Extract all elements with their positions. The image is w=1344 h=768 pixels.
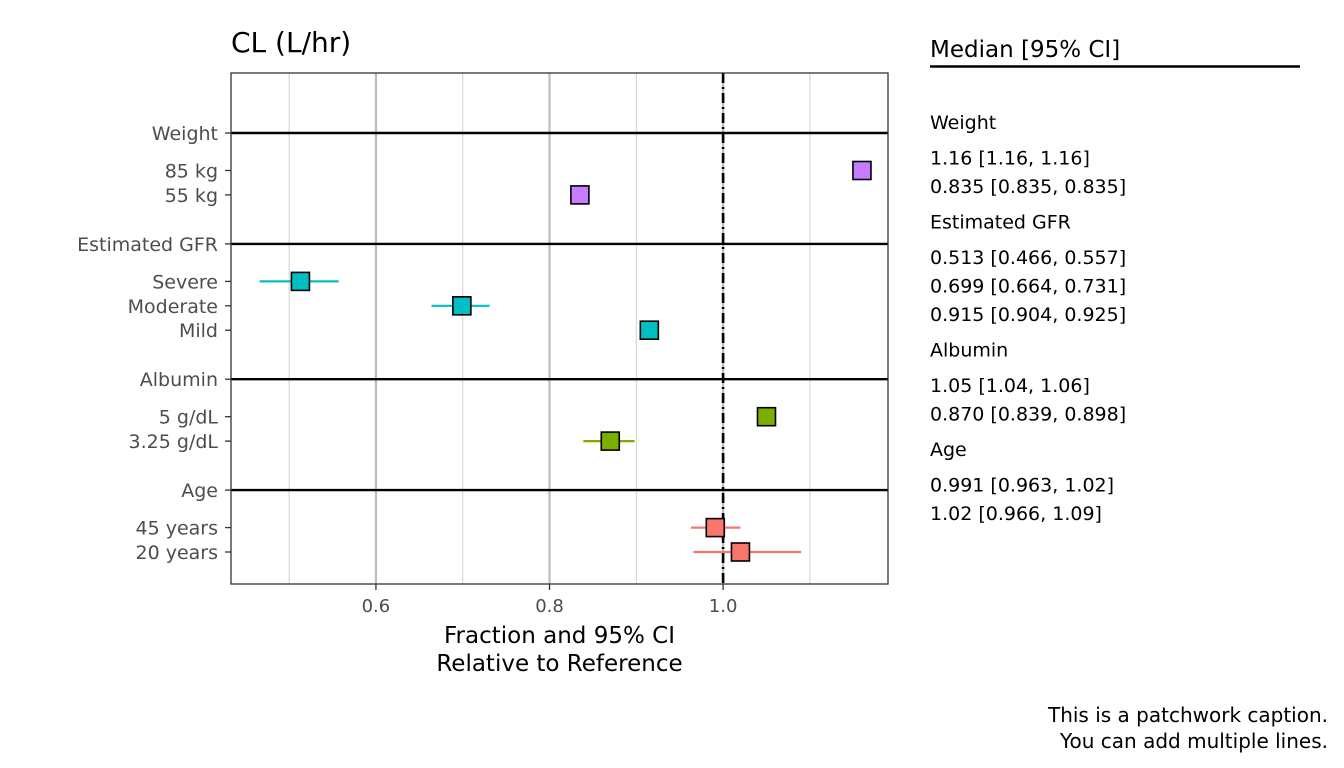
y-tick-label: Albumin xyxy=(140,369,218,391)
y-tick-label: Weight xyxy=(152,123,218,145)
point-marker xyxy=(570,185,590,205)
point-marker xyxy=(756,406,777,427)
chart-title: CL (L/hr) xyxy=(231,26,351,59)
x-axis-label: Fraction and 95% CI xyxy=(444,623,675,649)
table-value: 0.915 [0.904, 0.925] xyxy=(930,304,1126,326)
y-tick-label: 45 years xyxy=(135,518,218,540)
x-tick-label: 0.6 xyxy=(362,596,391,617)
point-marker xyxy=(452,295,472,316)
y-tick-label: Estimated GFR xyxy=(77,234,218,256)
group-separators xyxy=(231,131,888,492)
point-marker xyxy=(730,542,751,562)
table-group-label: Estimated GFR xyxy=(930,212,1071,234)
table-header: Median [95% CI] xyxy=(930,37,1120,63)
y-tick-label: 85 kg xyxy=(165,161,218,183)
median-ci-table: Weight 1.16 [1.16, 1.16] 0.835 [0.835, 0.8… xyxy=(930,112,1126,525)
plot-background xyxy=(231,73,888,584)
point-marker xyxy=(852,160,872,181)
x-tick-label: 0.8 xyxy=(535,596,564,617)
points xyxy=(290,160,872,562)
table-group-label: Weight xyxy=(930,112,996,134)
panel-border xyxy=(230,72,889,585)
plot-panel xyxy=(231,73,888,584)
x-axis: 0.6 0.8 1.0 xyxy=(362,584,738,617)
x-tick-label: 1.0 xyxy=(709,596,738,617)
y-tick-label: 5 g/dL xyxy=(159,407,219,429)
y-tick-label: 3.25 g/dL xyxy=(129,431,219,453)
table-value: 0.699 [0.664, 0.731] xyxy=(930,276,1126,298)
y-tick-label: Severe xyxy=(152,271,218,293)
point-marker xyxy=(705,517,726,538)
point-marker xyxy=(290,271,311,292)
point-marker xyxy=(600,431,621,451)
table-group-label: Albumin xyxy=(930,340,1008,362)
table-value: 0.870 [0.839, 0.898] xyxy=(930,404,1126,426)
table-group-label: Age xyxy=(930,439,967,461)
point-marker xyxy=(639,320,660,341)
x-axis-label-line2: Relative to Reference xyxy=(436,651,682,677)
y-tick-label: 55 kg xyxy=(165,185,218,207)
table-value: 1.16 [1.16, 1.16] xyxy=(930,148,1090,170)
table-value: 1.02 [0.966, 1.09] xyxy=(930,503,1102,525)
table-value: 1.05 [1.04, 1.06] xyxy=(930,375,1090,397)
y-tick-label: Moderate xyxy=(128,296,218,318)
caption: This is a patchwork caption. You can add… xyxy=(1048,702,1328,754)
table-value: 0.513 [0.466, 0.557] xyxy=(930,247,1126,269)
y-tick-label: Mild xyxy=(179,320,218,342)
table-value: 0.835 [0.835, 0.835] xyxy=(930,176,1126,198)
y-tick-label: Age xyxy=(181,480,218,502)
caption-line-1: This is a patchwork caption. xyxy=(1047,703,1328,727)
y-tick-label: 20 years xyxy=(135,542,218,564)
caption-line-2: You can add multiple lines. xyxy=(1059,729,1328,753)
table-value: 0.991 [0.963, 1.02] xyxy=(930,475,1114,497)
